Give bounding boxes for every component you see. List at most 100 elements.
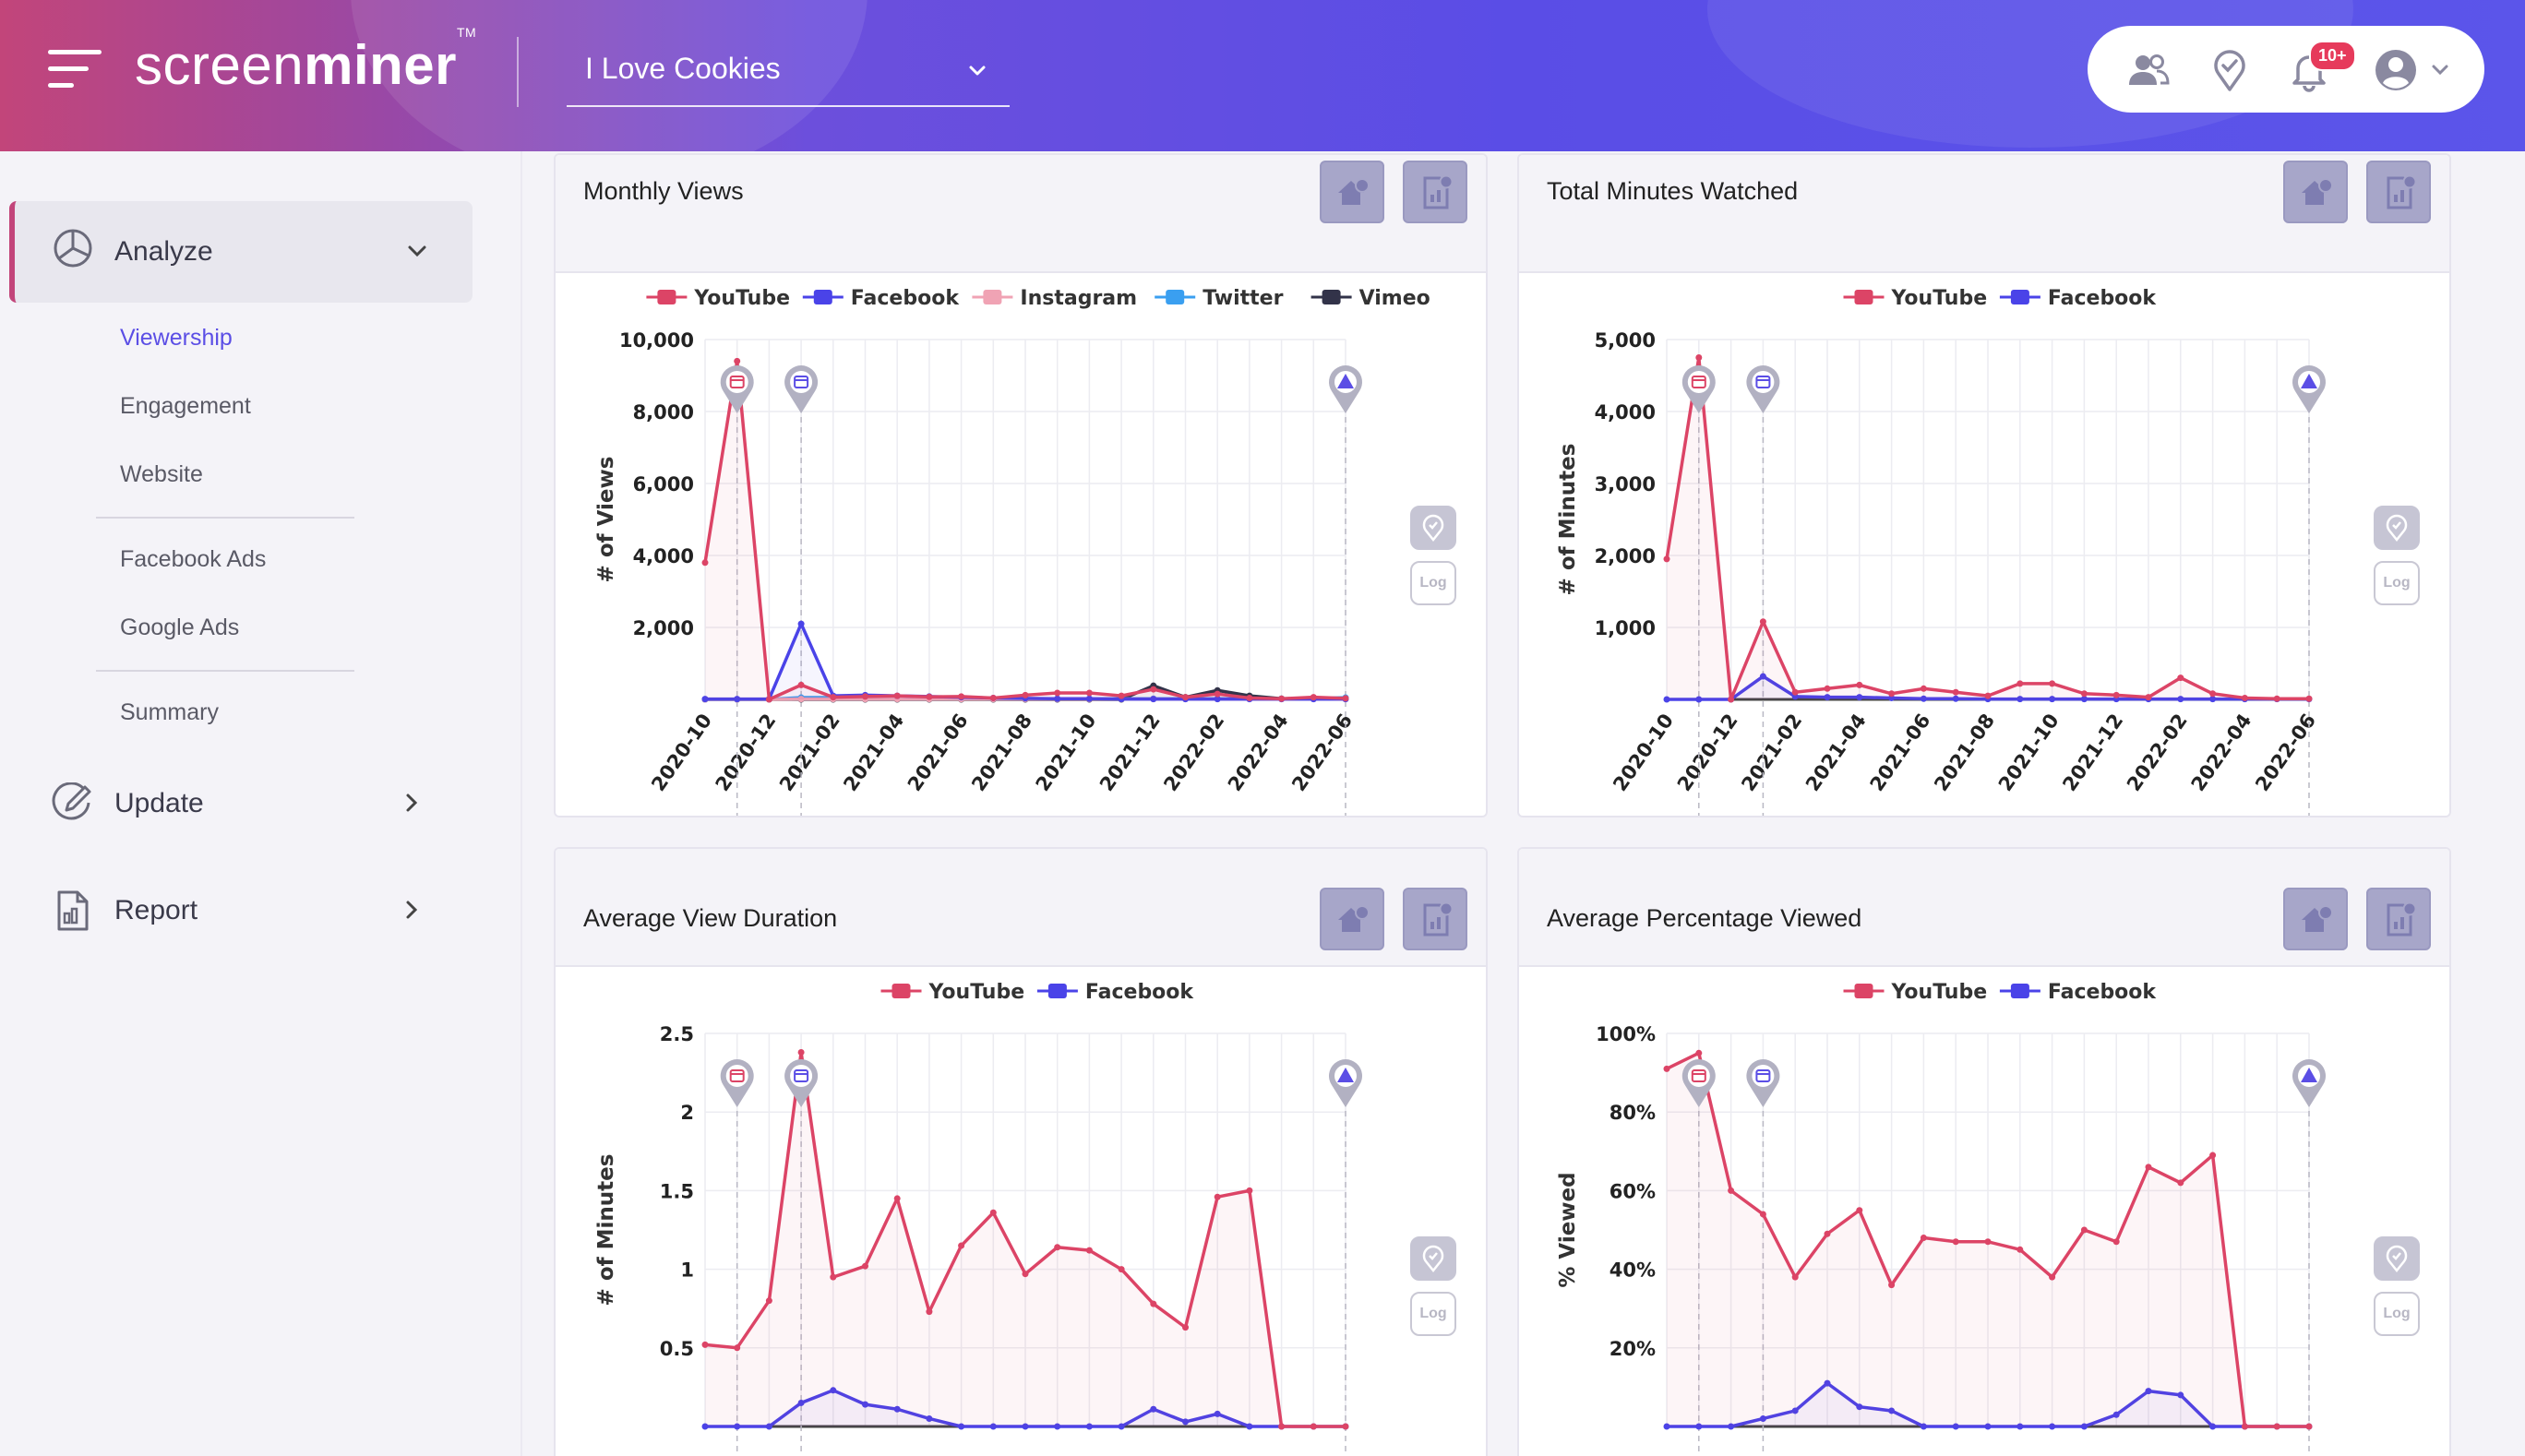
- data-point-facebook[interactable]: [1920, 1423, 1927, 1430]
- legend-swatch-youtube[interactable]: [1854, 984, 1873, 998]
- data-point-youtube[interactable]: [1984, 1238, 1992, 1246]
- data-point-facebook[interactable]: [2177, 1391, 2184, 1399]
- alert-pin-marker-icon[interactable]: [2292, 1059, 2326, 1107]
- data-point-facebook[interactable]: [2016, 696, 2024, 703]
- data-point-youtube[interactable]: [765, 1297, 772, 1305]
- data-point-facebook[interactable]: [1824, 1379, 1831, 1387]
- calendar-pin-marker-icon[interactable]: [784, 1059, 819, 1107]
- data-point-facebook[interactable]: [1663, 696, 1670, 703]
- data-point-youtube[interactable]: [1246, 694, 1253, 701]
- legend-swatch-facebook[interactable]: [1047, 984, 1067, 998]
- data-point-facebook[interactable]: [1054, 695, 1061, 702]
- data-point-facebook[interactable]: [893, 1405, 901, 1413]
- data-point-facebook[interactable]: [2145, 1388, 2152, 1395]
- data-point-youtube[interactable]: [1310, 1423, 1317, 1430]
- data-point-youtube[interactable]: [1759, 618, 1766, 626]
- data-point-facebook[interactable]: [1888, 1407, 1896, 1414]
- add-to-dashboard-button[interactable]: [2283, 888, 2348, 950]
- data-point-youtube[interactable]: [2016, 680, 2024, 687]
- add-to-report-button[interactable]: [1403, 161, 1467, 223]
- sidebar-item-report[interactable]: Report: [9, 871, 473, 954]
- data-point-youtube[interactable]: [1984, 692, 1992, 699]
- data-point-youtube[interactable]: [1085, 689, 1093, 697]
- data-point-youtube[interactable]: [1182, 1324, 1189, 1331]
- data-point-youtube[interactable]: [2112, 691, 2120, 698]
- data-point-facebook[interactable]: [830, 1387, 837, 1394]
- data-point-facebook[interactable]: [1728, 1423, 1735, 1430]
- data-point-facebook[interactable]: [2080, 1423, 2088, 1430]
- legend-swatch-facebook[interactable]: [2010, 984, 2029, 998]
- user-avatar-icon[interactable]: [2374, 48, 2418, 92]
- data-point-facebook[interactable]: [1695, 1423, 1703, 1430]
- legend-swatch-vimeo[interactable]: [1322, 290, 1341, 304]
- data-point-instagram[interactable]: [797, 696, 805, 703]
- data-point-youtube[interactable]: [1824, 685, 1831, 692]
- data-point-youtube[interactable]: [862, 1262, 868, 1270]
- data-point-youtube[interactable]: [1214, 1193, 1221, 1200]
- data-point-facebook[interactable]: [1856, 694, 1863, 701]
- data-point-facebook[interactable]: [989, 1423, 997, 1430]
- data-point-facebook[interactable]: [2112, 1411, 2120, 1418]
- data-point-facebook[interactable]: [1759, 673, 1766, 680]
- data-point-youtube[interactable]: [2049, 680, 2056, 687]
- data-point-facebook[interactable]: [1150, 696, 1157, 703]
- data-point-facebook[interactable]: [1824, 694, 1831, 701]
- data-point-youtube[interactable]: [734, 357, 741, 364]
- data-point-youtube[interactable]: [1759, 1211, 1766, 1218]
- data-point-youtube[interactable]: [1054, 689, 1061, 697]
- project-select[interactable]: I Love Cookies: [567, 37, 1010, 107]
- data-point-youtube[interactable]: [1310, 694, 1317, 701]
- sidebar-subitem-engagement[interactable]: Engagement: [120, 393, 251, 419]
- data-point-youtube[interactable]: [1728, 1187, 1735, 1194]
- map-pin-icon[interactable]: [2208, 48, 2252, 92]
- data-point-youtube[interactable]: [2112, 1238, 2120, 1246]
- data-point-facebook[interactable]: [2016, 1423, 2024, 1430]
- data-point-youtube[interactable]: [1920, 685, 1927, 692]
- data-point-youtube[interactable]: [1791, 1273, 1799, 1281]
- add-to-dashboard-button[interactable]: [1320, 888, 1384, 950]
- sidebar-subitem-google-ads[interactable]: Google Ads: [120, 615, 240, 640]
- data-point-youtube[interactable]: [701, 1341, 709, 1348]
- legend-swatch-facebook[interactable]: [2010, 290, 2029, 304]
- data-point-youtube[interactable]: [2273, 695, 2280, 702]
- data-point-facebook[interactable]: [2049, 696, 2056, 703]
- team-icon[interactable]: [2126, 48, 2171, 92]
- data-point-facebook[interactable]: [2177, 696, 2184, 703]
- data-point-facebook[interactable]: [1054, 1423, 1061, 1430]
- data-point-facebook[interactable]: [1856, 1403, 1863, 1411]
- data-point-youtube[interactable]: [1856, 1207, 1863, 1214]
- data-point-facebook[interactable]: [1182, 1418, 1189, 1426]
- data-point-facebook[interactable]: [2049, 1423, 2056, 1430]
- data-point-facebook[interactable]: [2209, 696, 2217, 703]
- calendar-pin-marker-icon[interactable]: [784, 365, 819, 413]
- data-point-youtube[interactable]: [1118, 692, 1125, 699]
- legend-swatch-facebook[interactable]: [813, 290, 832, 304]
- data-point-youtube[interactable]: [701, 559, 709, 567]
- calendar-pin-marker-icon[interactable]: [1681, 1059, 1716, 1107]
- data-point-facebook[interactable]: [1695, 696, 1703, 703]
- data-point-facebook[interactable]: [765, 1423, 772, 1430]
- data-point-youtube[interactable]: [1952, 688, 1959, 696]
- data-point-facebook[interactable]: [1085, 1423, 1093, 1430]
- legend-swatch-youtube[interactable]: [1854, 290, 1873, 304]
- data-point-youtube[interactable]: [1856, 681, 1863, 688]
- data-point-facebook[interactable]: [1952, 1423, 1959, 1430]
- data-point-facebook[interactable]: [1952, 695, 1959, 702]
- data-point-youtube[interactable]: [1150, 1300, 1157, 1307]
- add-to-report-button[interactable]: [2366, 888, 2431, 950]
- data-point-youtube[interactable]: [1278, 695, 1286, 702]
- data-point-youtube[interactable]: [1118, 1266, 1125, 1273]
- data-point-youtube[interactable]: [1278, 1423, 1286, 1430]
- legend-swatch-youtube[interactable]: [892, 984, 911, 998]
- data-point-facebook[interactable]: [1214, 696, 1221, 703]
- data-point-youtube[interactable]: [1888, 1282, 1896, 1289]
- data-point-youtube[interactable]: [2273, 1423, 2280, 1430]
- add-annotation-button[interactable]: [2374, 1236, 2420, 1281]
- data-point-youtube[interactable]: [2241, 1423, 2248, 1430]
- data-point-facebook[interactable]: [701, 696, 709, 703]
- legend-swatch-youtube[interactable]: [657, 290, 676, 304]
- data-point-youtube[interactable]: [1246, 1187, 1253, 1194]
- data-point-facebook[interactable]: [1150, 1405, 1157, 1413]
- data-point-youtube[interactable]: [893, 1195, 901, 1202]
- data-point-youtube[interactable]: [2305, 1423, 2313, 1430]
